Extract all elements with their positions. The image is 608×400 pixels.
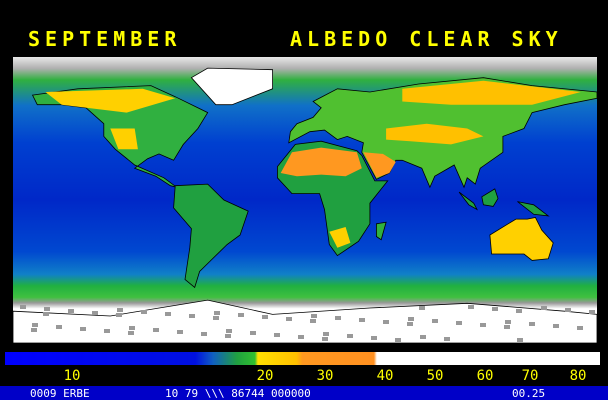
polar-speckle bbox=[407, 322, 413, 326]
polar-speckle bbox=[359, 318, 365, 322]
polar-speckle bbox=[153, 328, 159, 332]
polar-speckle bbox=[553, 324, 559, 328]
polar-speckle bbox=[322, 337, 328, 341]
kalahari bbox=[329, 227, 351, 248]
south-america bbox=[173, 183, 249, 289]
polar-speckle bbox=[492, 307, 498, 311]
map-title: ALBEDO CLEAR SKY bbox=[290, 27, 563, 51]
north-yellow bbox=[45, 88, 176, 113]
polar-speckle bbox=[504, 325, 510, 329]
color-bar bbox=[5, 352, 600, 365]
polar-speckle bbox=[371, 336, 377, 340]
polar-speckle bbox=[250, 331, 256, 335]
polar-speckle bbox=[32, 323, 38, 327]
color-bar-tick-label: 20 bbox=[257, 368, 274, 384]
polar-speckle bbox=[262, 315, 268, 319]
us-west bbox=[110, 128, 138, 150]
land bbox=[12, 67, 598, 344]
polar-speckle bbox=[214, 311, 220, 315]
polar-speckle bbox=[225, 334, 231, 338]
polar-speckle bbox=[31, 328, 37, 332]
antarctica bbox=[12, 299, 598, 344]
color-bar-tick-label: 60 bbox=[477, 368, 494, 384]
polar-speckle bbox=[383, 320, 389, 324]
polar-speckle bbox=[589, 310, 595, 314]
polar-speckle bbox=[274, 333, 280, 337]
polar-speckle bbox=[189, 314, 195, 318]
polar-speckle bbox=[577, 326, 583, 330]
australia bbox=[489, 217, 554, 261]
sahara bbox=[280, 147, 362, 177]
polar-speckle bbox=[201, 332, 207, 336]
polar-speckle bbox=[104, 329, 110, 333]
footer-left: 0009 ERBE bbox=[30, 387, 90, 400]
polar-speckle bbox=[347, 334, 353, 338]
polar-speckle bbox=[286, 317, 292, 321]
polar-speckle bbox=[68, 309, 74, 313]
polar-speckle bbox=[408, 317, 414, 321]
color-bar-tick-label: 50 bbox=[427, 368, 444, 384]
polar-speckle bbox=[116, 313, 122, 317]
polar-speckle bbox=[420, 335, 426, 339]
color-bar-tick-label: 40 bbox=[377, 368, 394, 384]
polar-speckle bbox=[238, 313, 244, 317]
polar-speckle bbox=[565, 308, 571, 312]
polar-speckle bbox=[177, 330, 183, 334]
polar-speckle bbox=[129, 326, 135, 330]
polar-speckle bbox=[44, 307, 50, 311]
polar-speckle bbox=[298, 335, 304, 339]
polar-speckle bbox=[335, 316, 341, 320]
siberia-yellow bbox=[402, 80, 581, 105]
polar-speckle bbox=[517, 338, 523, 342]
polar-speckle bbox=[165, 312, 171, 316]
color-bar-tick-label: 30 bbox=[317, 368, 334, 384]
polar-speckle bbox=[456, 321, 462, 325]
polar-speckle bbox=[432, 319, 438, 323]
polar-speckle bbox=[516, 309, 522, 313]
sumatra bbox=[458, 191, 478, 211]
polar-speckle bbox=[419, 306, 425, 310]
color-bar-ticks: 10 20 30 40 50 60 70 80 bbox=[64, 368, 587, 384]
central-asia bbox=[386, 123, 484, 145]
polar-speckle bbox=[213, 316, 219, 320]
arabia bbox=[363, 152, 396, 178]
polar-speckle bbox=[43, 312, 49, 316]
month-label: SEPTEMBER bbox=[28, 27, 181, 51]
polar-speckle bbox=[444, 337, 450, 341]
color-bar-tick-label: 10 bbox=[64, 368, 81, 384]
polar-speckle bbox=[311, 314, 317, 318]
borneo bbox=[481, 188, 499, 207]
color-bar-tick-label: 80 bbox=[570, 368, 587, 384]
polar-speckle bbox=[541, 306, 547, 310]
polar-speckle bbox=[80, 327, 86, 331]
polar-speckle bbox=[323, 332, 329, 336]
polar-speckle bbox=[20, 305, 26, 309]
polar-speckle bbox=[92, 311, 98, 315]
polar-speckle bbox=[505, 320, 511, 324]
polar-speckle bbox=[56, 325, 62, 329]
footer-bar bbox=[0, 386, 608, 400]
madagascar bbox=[375, 221, 387, 241]
polar-speckle bbox=[141, 310, 147, 314]
polar-speckle bbox=[480, 323, 486, 327]
color-bar-tick-label: 70 bbox=[522, 368, 539, 384]
polar-speckle bbox=[468, 305, 474, 309]
greenland bbox=[190, 67, 274, 106]
polar-speckle bbox=[395, 338, 401, 342]
polar-speckle bbox=[117, 308, 123, 312]
polar-speckle bbox=[226, 329, 232, 333]
footer-right: 00.25 bbox=[512, 387, 545, 400]
polar-speckle bbox=[310, 319, 316, 323]
polar-speckle bbox=[529, 322, 535, 326]
new-guinea bbox=[517, 201, 550, 217]
footer-middle: 10 79 \\\ 86744 000000 bbox=[165, 387, 311, 400]
polar-speckle bbox=[128, 331, 134, 335]
